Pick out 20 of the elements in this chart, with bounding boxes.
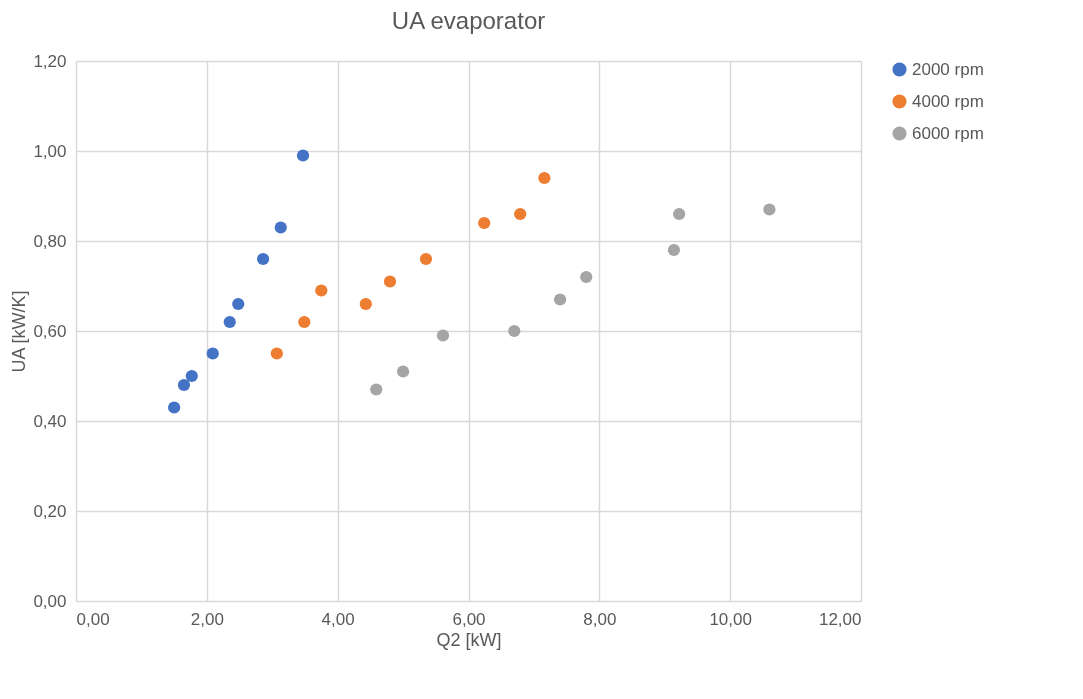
x-tick-label: 10,00: [709, 609, 752, 629]
y-tick-label: 0,60: [33, 321, 67, 341]
chart-title: UA evaporator: [391, 7, 546, 34]
legend-label: 2000 rpm: [912, 59, 984, 79]
x-tick-label: 0,00: [76, 609, 110, 629]
y-tick-label: 0,00: [33, 591, 67, 611]
x-tick-label: 8,00: [583, 609, 617, 629]
y-tick-label: 1,20: [33, 51, 67, 71]
y-tick-label: 0,20: [33, 501, 67, 521]
legend-label: 4000 rpm: [912, 91, 984, 111]
y-axis-title: UA [kW/K]: [9, 290, 30, 373]
x-tick-label: 12,00: [818, 609, 862, 629]
legend-label: 6000 rpm: [912, 123, 984, 143]
x-axis-title: Q2 [kW]: [436, 629, 502, 650]
x-tick-label: 6,00: [452, 609, 486, 629]
x-tick-label: 2,00: [190, 609, 224, 629]
y-tick-label: 0,40: [33, 411, 67, 431]
x-tick-label: 4,00: [321, 609, 355, 629]
y-tick-label: 1,00: [33, 141, 67, 161]
y-tick-label: 0,80: [33, 231, 67, 251]
